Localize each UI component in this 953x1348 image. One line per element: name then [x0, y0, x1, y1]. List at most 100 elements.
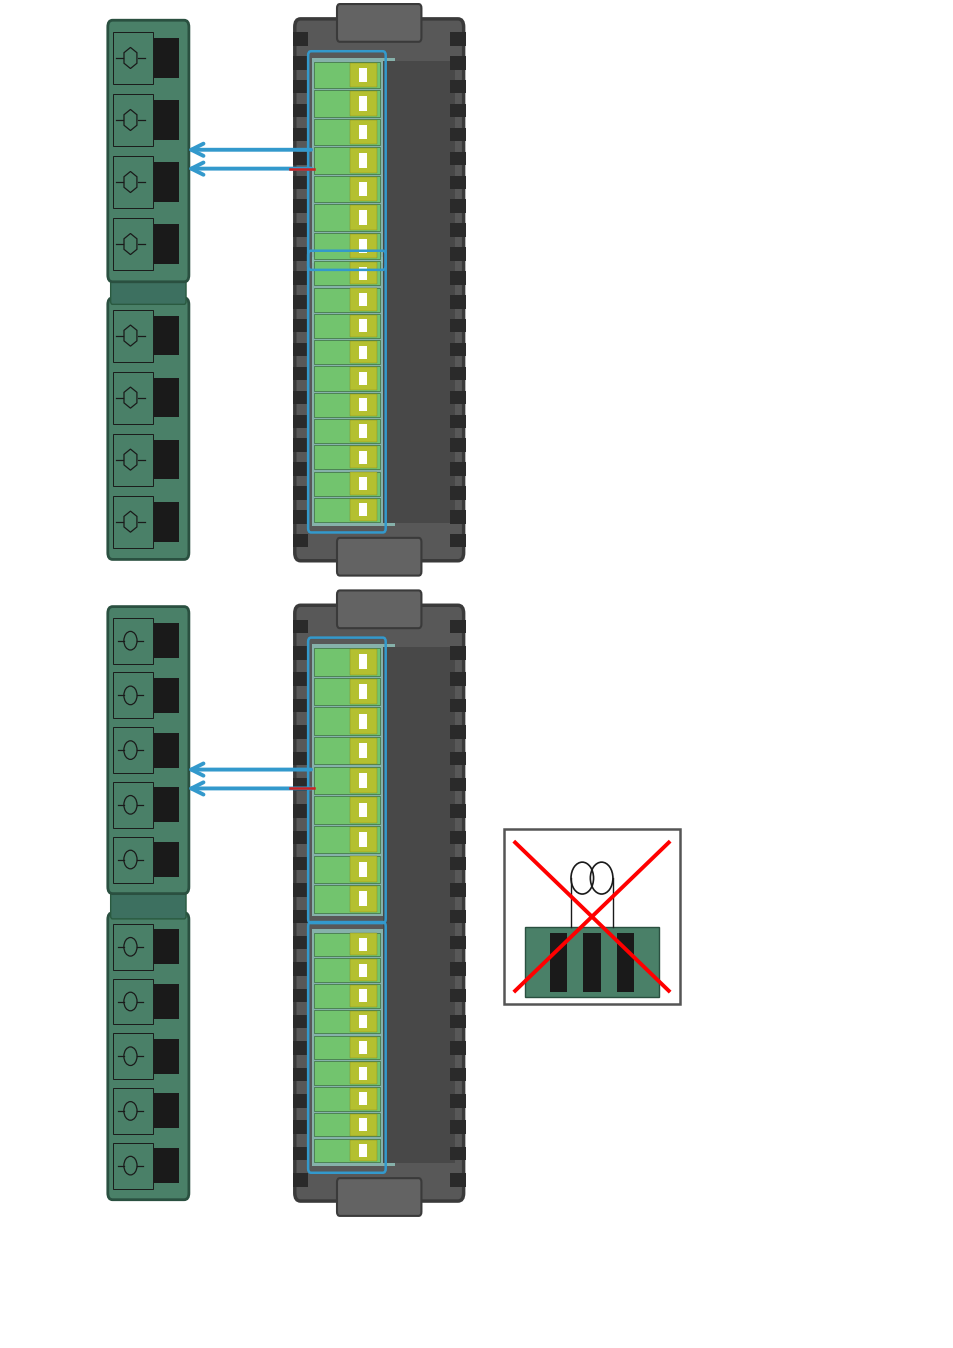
Bar	[293, 391, 308, 404]
Bar	[358, 67, 366, 82]
Bar	[524, 927, 659, 998]
Bar	[350, 205, 376, 231]
Bar	[450, 698, 465, 712]
Bar	[450, 988, 465, 1002]
Bar	[350, 1113, 376, 1135]
Bar	[549, 933, 566, 992]
Bar	[450, 1120, 465, 1134]
Bar	[153, 1093, 179, 1128]
Bar	[450, 534, 465, 547]
Bar	[113, 1143, 152, 1189]
Bar	[293, 1068, 308, 1081]
Bar	[350, 1088, 376, 1109]
Bar	[314, 797, 379, 824]
Bar	[293, 698, 308, 712]
FancyBboxPatch shape	[336, 1178, 421, 1216]
Bar	[350, 960, 376, 981]
Bar	[314, 1035, 379, 1060]
FancyBboxPatch shape	[336, 4, 421, 42]
Bar	[293, 80, 308, 93]
Bar	[450, 1041, 465, 1054]
Bar	[113, 837, 152, 883]
Bar	[113, 434, 152, 485]
Bar	[153, 38, 179, 78]
Bar	[312, 257, 395, 526]
Bar	[314, 445, 379, 469]
Bar	[350, 62, 376, 88]
Bar	[350, 1011, 376, 1033]
Bar	[450, 805, 465, 818]
Bar	[293, 962, 308, 976]
Bar	[113, 979, 152, 1024]
Bar	[350, 767, 376, 793]
Bar	[450, 883, 465, 896]
Bar	[450, 32, 465, 46]
Bar	[153, 377, 179, 418]
Bar	[450, 128, 465, 142]
Bar	[314, 419, 379, 443]
Bar	[293, 175, 308, 189]
Bar	[293, 1173, 308, 1186]
FancyBboxPatch shape	[108, 298, 189, 559]
Bar	[153, 787, 179, 822]
Bar	[450, 936, 465, 949]
Bar	[314, 1113, 379, 1136]
Bar	[358, 964, 366, 976]
Bar	[293, 415, 308, 429]
Bar	[358, 891, 366, 906]
Bar	[350, 985, 376, 1007]
Bar	[153, 1039, 179, 1074]
Bar	[314, 1010, 379, 1034]
FancyBboxPatch shape	[336, 590, 421, 628]
Bar	[358, 1041, 366, 1054]
Bar	[350, 288, 376, 310]
FancyBboxPatch shape	[294, 605, 463, 1201]
Bar	[293, 725, 308, 739]
Bar	[358, 832, 366, 847]
Bar	[350, 737, 376, 763]
Bar	[358, 398, 366, 411]
Bar	[450, 1068, 465, 1081]
Bar	[113, 1088, 152, 1134]
Bar	[153, 162, 179, 202]
Bar	[312, 929, 395, 1166]
Bar	[293, 752, 308, 766]
Bar	[113, 673, 152, 718]
Bar	[382, 647, 455, 1163]
Bar	[350, 148, 376, 173]
Bar	[358, 210, 366, 225]
FancyBboxPatch shape	[108, 913, 189, 1200]
Bar	[350, 473, 376, 495]
Bar	[314, 984, 379, 1008]
Bar	[314, 826, 379, 853]
Bar	[450, 1095, 465, 1108]
Bar	[350, 499, 376, 522]
Bar	[314, 205, 379, 231]
Bar	[314, 856, 379, 883]
Bar	[358, 654, 366, 669]
Bar	[350, 235, 376, 259]
Bar	[293, 673, 308, 686]
Bar	[350, 708, 376, 733]
Bar	[358, 743, 366, 758]
Bar	[358, 1015, 366, 1029]
Bar	[113, 727, 152, 774]
Bar	[450, 725, 465, 739]
Bar	[314, 472, 379, 496]
Bar	[358, 683, 366, 698]
Bar	[293, 32, 308, 46]
Bar	[293, 620, 308, 634]
Bar	[450, 620, 465, 634]
Bar	[293, 1147, 308, 1161]
Bar	[358, 450, 366, 464]
Bar	[358, 1092, 366, 1105]
Bar	[382, 61, 455, 523]
Bar	[314, 648, 379, 675]
Bar	[450, 487, 465, 500]
Bar	[450, 510, 465, 523]
Bar	[450, 752, 465, 766]
Bar	[314, 119, 379, 146]
Bar	[350, 367, 376, 390]
Bar	[314, 392, 379, 417]
Bar	[450, 415, 465, 429]
